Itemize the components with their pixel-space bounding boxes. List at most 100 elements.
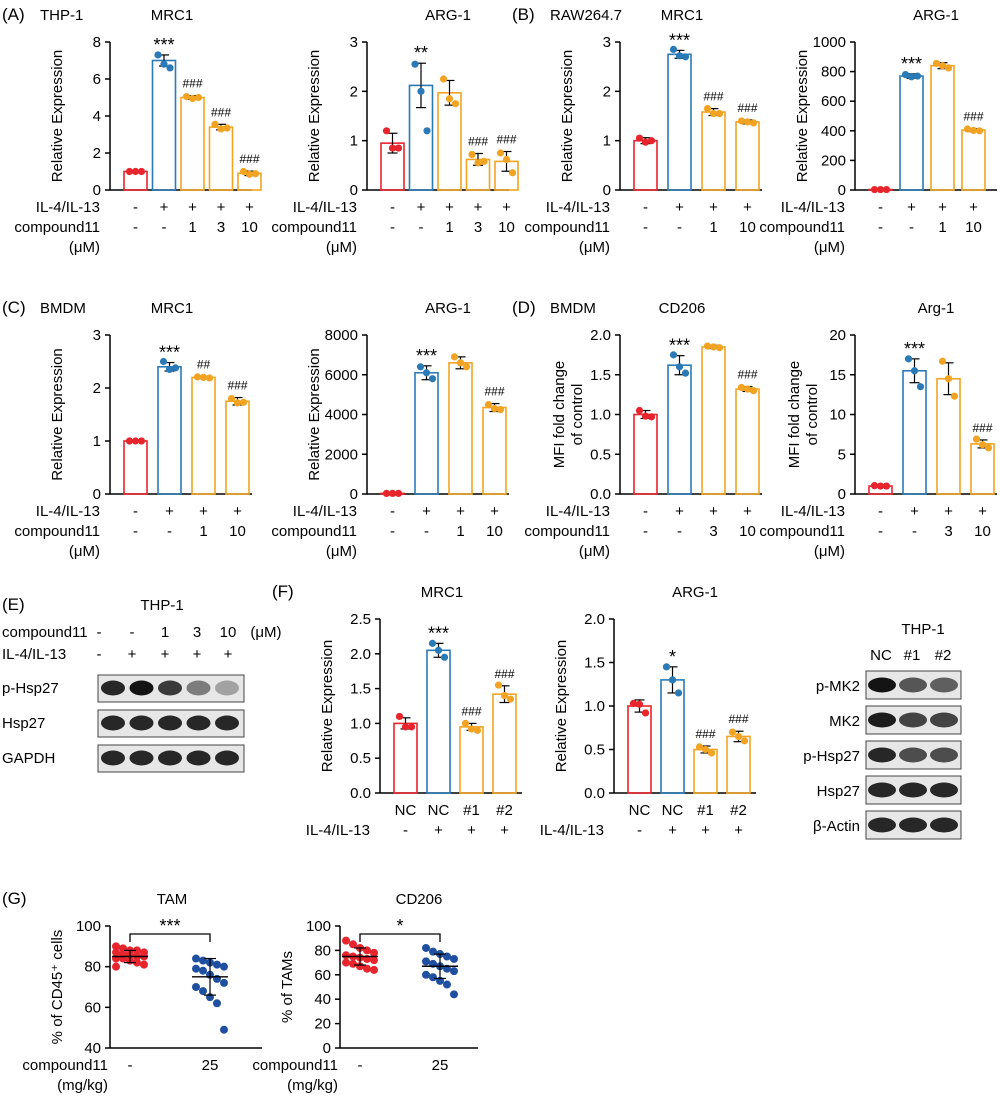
data-point xyxy=(193,373,202,381)
band xyxy=(930,747,958,763)
data-point xyxy=(217,125,225,133)
data-point xyxy=(450,353,459,361)
data-point xyxy=(112,954,120,963)
significance-label: ### xyxy=(227,379,247,393)
data-point xyxy=(749,119,758,127)
x-row-value: + xyxy=(701,822,710,839)
bar xyxy=(151,59,177,191)
data-point xyxy=(220,978,228,987)
x-row-value: 1 xyxy=(709,219,717,236)
bar xyxy=(633,139,658,191)
data-point xyxy=(709,109,718,118)
data-point xyxy=(213,999,221,1008)
band xyxy=(930,712,958,728)
chart-title: MRC1 xyxy=(151,7,194,24)
data-point xyxy=(395,712,404,721)
x-row-value: 3 xyxy=(217,219,225,236)
data-point xyxy=(734,732,743,741)
x-row-value: + xyxy=(734,822,743,839)
y-axis-label: Relative Expression xyxy=(306,348,323,481)
x-row-label: (μM) xyxy=(579,239,610,256)
data-point xyxy=(199,966,207,975)
y-tick-label: 2.0 xyxy=(350,646,371,663)
x-row-value: + xyxy=(675,503,684,520)
data-point xyxy=(112,962,120,971)
data-point xyxy=(450,954,458,963)
x-row-value: + xyxy=(233,503,242,520)
data-point xyxy=(182,92,191,101)
data-point xyxy=(467,725,476,733)
bar xyxy=(701,111,726,191)
significance-label: ### xyxy=(695,727,715,741)
x-row-value: + xyxy=(500,822,509,839)
significance-label: ### xyxy=(972,421,992,435)
data-point xyxy=(938,62,947,70)
data-point xyxy=(220,1025,228,1034)
x-row-value: - xyxy=(878,523,883,540)
significance-label: *** xyxy=(904,339,925,359)
bar xyxy=(448,362,473,495)
band-label: β-Actin xyxy=(813,818,860,835)
chart-title: MRC1 xyxy=(421,584,464,601)
x-row-value: - xyxy=(677,523,682,540)
bar xyxy=(726,735,751,794)
data-point xyxy=(363,964,371,973)
data-point xyxy=(473,726,482,734)
x-row-value: + xyxy=(910,503,919,520)
x-row-label: compound11 xyxy=(22,1057,108,1074)
data-point xyxy=(223,124,231,132)
data-point xyxy=(199,373,208,381)
x-row-label: IL-4/IL-13 xyxy=(293,199,357,216)
band-label: Hsp27 xyxy=(2,715,45,732)
y-tick-label: 1.5 xyxy=(584,655,605,672)
x-row-label: IL-4/IL-13 xyxy=(306,822,370,839)
panel-letter: (E) xyxy=(2,595,25,614)
data-point xyxy=(508,169,517,177)
bar xyxy=(225,400,250,495)
significance-label: ### xyxy=(239,152,259,166)
data-point xyxy=(975,127,984,135)
bar xyxy=(660,679,685,794)
treatment-label: IL-4/IL-13 xyxy=(2,646,66,663)
band xyxy=(930,817,958,833)
chart-title: MRC1 xyxy=(151,300,194,317)
band xyxy=(215,750,239,766)
x-row-label: compound11 xyxy=(271,523,357,540)
y-tick-label: 0.0 xyxy=(350,785,371,802)
band xyxy=(215,680,239,696)
data-point xyxy=(502,155,511,164)
bar xyxy=(970,443,995,495)
x-row-label: compound11 xyxy=(271,219,357,236)
x-row-value: + xyxy=(160,199,169,216)
x-row-label: (μM) xyxy=(326,543,357,560)
significance-bracket xyxy=(129,933,211,942)
significance-label: * xyxy=(669,647,676,667)
data-point xyxy=(901,70,910,79)
band xyxy=(101,750,125,766)
panel-letter: (F) xyxy=(272,582,294,601)
y-tick-label: 20 xyxy=(314,1016,331,1033)
y-tick-label: 60 xyxy=(314,967,331,984)
data-point xyxy=(382,489,391,498)
x-row-value: - xyxy=(162,219,167,236)
y-tick-label: 15 xyxy=(829,367,846,384)
bar xyxy=(459,726,484,794)
bar xyxy=(961,129,986,191)
band xyxy=(186,750,211,766)
data-point xyxy=(484,400,493,409)
data-point xyxy=(743,385,752,393)
significance-label: ### xyxy=(182,77,202,91)
chart-title: MRC1 xyxy=(661,7,704,24)
x-row-value: 1 xyxy=(445,219,453,236)
band xyxy=(868,747,896,763)
bar xyxy=(735,121,760,191)
x-row-value: 3 xyxy=(709,523,717,540)
data-point xyxy=(910,367,919,375)
data-point xyxy=(681,369,690,377)
data-point xyxy=(737,117,746,125)
data-point xyxy=(450,990,458,999)
significance-label: ### xyxy=(963,110,983,124)
data-point xyxy=(715,109,724,118)
data-point xyxy=(629,699,638,707)
